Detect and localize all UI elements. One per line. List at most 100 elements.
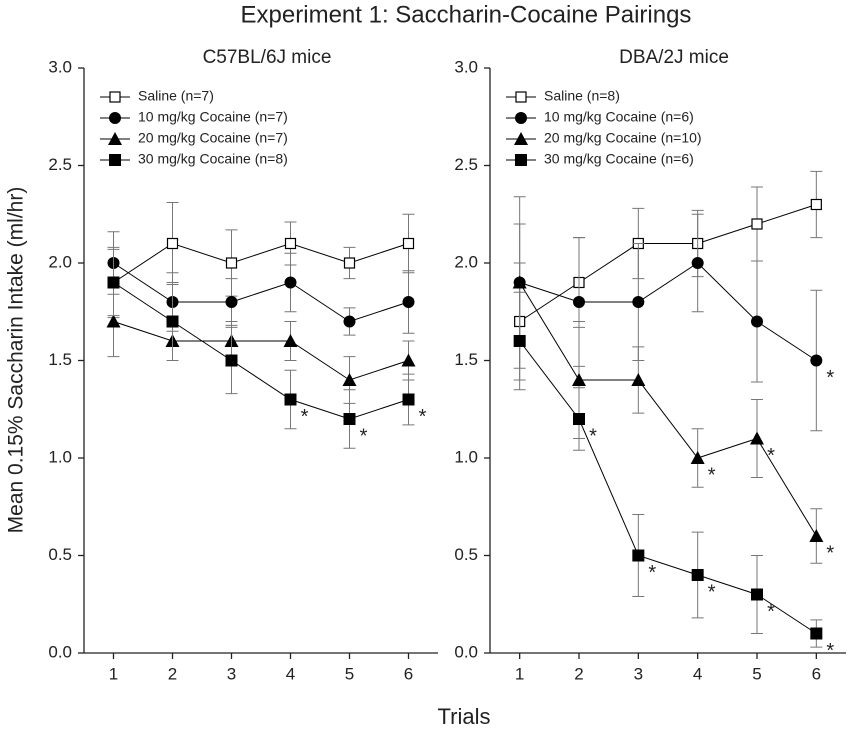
legend-label: 10 mg/kg Cocaine (n=6) <box>544 109 694 125</box>
marker <box>402 296 415 308</box>
y-axis-label: Mean 0.15% Saccharin Intake (ml/hr) <box>5 187 28 534</box>
series-line <box>113 282 409 420</box>
marker <box>283 334 298 347</box>
marker <box>225 257 238 269</box>
series-line <box>519 340 817 634</box>
significance-star: * <box>826 367 834 389</box>
marker <box>402 393 415 406</box>
x-tick-label: 4 <box>693 664 702 683</box>
marker <box>108 132 122 145</box>
significance-star: * <box>708 464 716 486</box>
marker <box>109 154 121 166</box>
y-tick-label: 1.0 <box>48 447 72 466</box>
marker <box>284 237 297 250</box>
x-tick-label: 3 <box>634 664 643 683</box>
y-tick-label: 2.0 <box>454 252 478 271</box>
x-tick-label: 6 <box>812 664 821 683</box>
marker <box>632 549 645 562</box>
x-tick-label: 5 <box>345 664 354 683</box>
x-tick-label: 4 <box>286 664 295 683</box>
marker <box>343 257 356 269</box>
series-line <box>519 204 817 322</box>
marker <box>284 276 297 289</box>
marker <box>631 373 646 386</box>
x-tick-label: 1 <box>515 664 524 683</box>
x-tick-label: 2 <box>574 664 583 683</box>
marker <box>690 451 705 464</box>
marker <box>691 257 704 269</box>
marker <box>512 275 527 289</box>
y-tick-label: 1.0 <box>454 447 478 466</box>
marker <box>225 354 238 367</box>
legend-label: 20 mg/kg Cocaine (n=7) <box>138 130 288 146</box>
significance-star: * <box>648 562 656 584</box>
y-tick-label: 1.5 <box>48 350 72 369</box>
panel-title: C57BL/6J mice <box>203 47 332 68</box>
marker <box>401 353 416 367</box>
marker <box>514 132 528 145</box>
marker <box>343 413 356 425</box>
marker <box>632 296 645 308</box>
marker <box>809 529 824 542</box>
marker <box>166 237 179 250</box>
significance-star: * <box>826 542 834 564</box>
significance-star: * <box>419 406 427 428</box>
x-axis-label: Trials <box>438 704 491 729</box>
y-tick-label: 3.0 <box>454 57 478 76</box>
marker <box>810 198 822 211</box>
legend-label: 20 mg/kg Cocaine (n=10) <box>544 130 702 146</box>
marker <box>573 413 585 425</box>
series-line <box>113 242 409 283</box>
y-tick-label: 2.0 <box>48 252 72 271</box>
y-tick-label: 1.5 <box>454 350 478 369</box>
series-line <box>519 282 817 537</box>
y-tick-label: 0.5 <box>454 545 478 564</box>
marker <box>402 237 415 250</box>
marker <box>107 276 120 289</box>
marker <box>810 354 823 367</box>
marker <box>343 315 356 328</box>
significance-star: * <box>767 601 775 623</box>
series-line <box>113 321 409 381</box>
x-tick-label: 2 <box>168 664 177 683</box>
x-tick-label: 3 <box>227 664 236 683</box>
marker <box>515 91 527 103</box>
marker <box>106 314 121 328</box>
marker <box>810 627 823 640</box>
significance-star: * <box>589 425 597 447</box>
marker <box>225 296 238 308</box>
marker <box>515 154 527 166</box>
legend-label: 30 mg/kg Cocaine (n=6) <box>544 151 694 167</box>
y-tick-label: 0.5 <box>48 545 72 564</box>
series-line <box>113 262 409 323</box>
marker <box>750 431 764 445</box>
x-tick-label: 5 <box>752 664 761 683</box>
significance-star: * <box>301 406 309 428</box>
marker <box>513 335 526 347</box>
marker <box>691 569 704 581</box>
marker <box>751 315 763 328</box>
marker <box>573 296 585 308</box>
series-line <box>519 262 817 361</box>
marker <box>751 218 763 230</box>
x-tick-label: 1 <box>109 664 118 683</box>
legend-label: Saline (n=8) <box>544 88 620 104</box>
marker <box>515 112 527 124</box>
y-tick-label: 2.5 <box>48 155 72 174</box>
y-tick-label: 0.0 <box>454 642 478 661</box>
marker <box>109 91 121 103</box>
marker <box>109 112 121 124</box>
marker <box>572 373 586 386</box>
significance-star: * <box>708 581 716 603</box>
marker <box>342 373 357 386</box>
figure-title: Experiment 1: Saccharin-Cocaine Pairings <box>241 1 692 28</box>
y-tick-label: 0.0 <box>48 642 72 661</box>
significance-star: * <box>360 425 368 447</box>
panel-title: DBA/2J mice <box>619 47 729 68</box>
marker <box>751 588 763 601</box>
marker <box>284 393 297 406</box>
x-tick-label: 6 <box>404 664 413 683</box>
y-tick-label: 2.5 <box>454 155 478 174</box>
